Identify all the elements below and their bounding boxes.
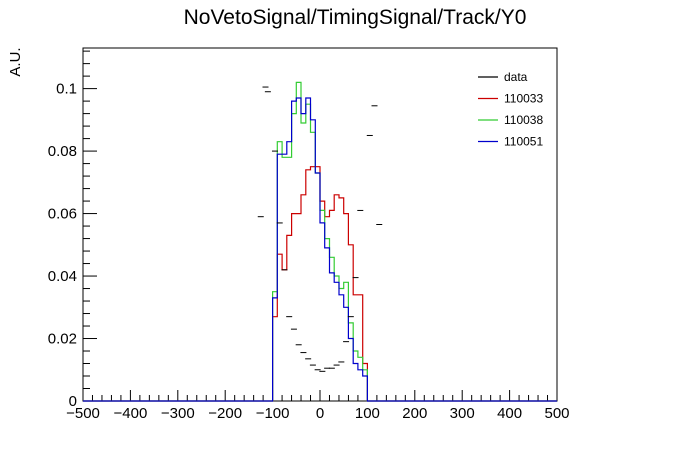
x-tick-label: 0 bbox=[316, 405, 324, 422]
x-tick-label: 400 bbox=[497, 405, 522, 422]
y-tick-label: 0.06 bbox=[48, 206, 77, 223]
plot-area-border bbox=[82, 47, 558, 402]
x-tick-label: 100 bbox=[355, 405, 380, 422]
y-tick-label: 0.1 bbox=[56, 81, 77, 98]
y-tick-label: 0 bbox=[69, 393, 77, 410]
x-tick-label: −100 bbox=[256, 405, 290, 422]
y-axis-title: A.U. bbox=[7, 47, 24, 76]
y-tick-label: 0.08 bbox=[48, 143, 77, 160]
x-tick-label: −500 bbox=[66, 405, 100, 422]
x-tick-label: 300 bbox=[450, 405, 475, 422]
legend: data 110033 110038 110051 bbox=[478, 70, 543, 149]
axis-ticks: −500 −400 −300 −200 −100 0 100 200 300 400 500 0 0.0… bbox=[48, 50, 570, 422]
plot-frame bbox=[82, 47, 558, 402]
legend-label-110051: 110051 bbox=[504, 135, 543, 149]
series-110051-line bbox=[83, 97, 557, 402]
x-tick-label: −200 bbox=[208, 405, 242, 422]
x-tick-label: −400 bbox=[114, 405, 148, 422]
x-tick-label: 200 bbox=[402, 405, 427, 422]
y-tick-label: 0.04 bbox=[48, 268, 77, 285]
legend-label-data: data bbox=[504, 70, 528, 84]
x-tick-label: 500 bbox=[544, 405, 569, 422]
y-tick-label: 0.02 bbox=[48, 331, 77, 348]
series-110038-line bbox=[83, 81, 557, 402]
chart-title: NoVetoSignal/TimingSignal/Track/Y0 bbox=[184, 6, 527, 29]
series-layer bbox=[83, 81, 557, 402]
data-points-layer bbox=[257, 86, 383, 372]
legend-label-110033: 110033 bbox=[504, 92, 543, 106]
legend-label-110038: 110038 bbox=[504, 113, 543, 127]
x-tick-label: −300 bbox=[161, 405, 195, 422]
